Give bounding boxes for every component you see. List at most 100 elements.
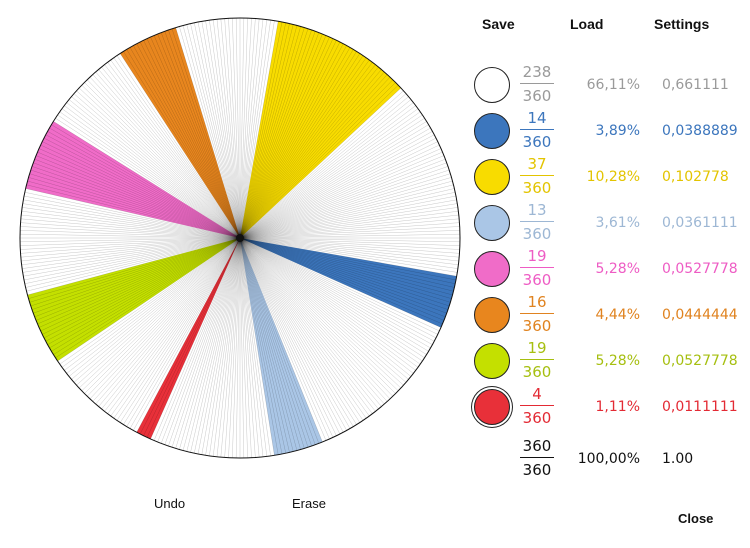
- fraction-denominator: 360: [522, 271, 552, 289]
- wheel-division-line: [92, 74, 241, 239]
- fraction-row[interactable]: 14 360 3,89% 0,0388889: [474, 108, 750, 154]
- fraction-row[interactable]: 37 360 10,28% 0,102778: [474, 154, 750, 200]
- wheel-division-line: [239, 210, 459, 239]
- wheel-division-line: [239, 237, 245, 458]
- wheel-division-line: [239, 53, 361, 239]
- wheel-division-line: [228, 18, 241, 239]
- wheel-division-line: [126, 237, 241, 427]
- wheel-division-line: [239, 237, 455, 288]
- wheel-sector[interactable]: [240, 238, 323, 456]
- wheel-division-line: [239, 237, 452, 299]
- wheel-division-line: [239, 237, 309, 448]
- color-swatch[interactable]: [474, 113, 510, 149]
- wheel-division-line: [205, 237, 241, 456]
- fraction-row[interactable]: 13 360 3,61% 0,0361111: [474, 200, 750, 246]
- wheel-sector[interactable]: [240, 238, 457, 328]
- wheel-division-line: [239, 237, 248, 458]
- wheel-division-line: [35, 237, 241, 321]
- wheel-division-line: [71, 237, 241, 380]
- wheel-division-line: [119, 53, 241, 239]
- wheel-division-line: [51, 124, 241, 239]
- wheel-division-line: [239, 47, 351, 239]
- wheel-division-line: [73, 237, 241, 383]
- wheel-division-line: [110, 59, 241, 239]
- wheel-division-line: [239, 29, 312, 239]
- fraction-wheel-canvas[interactable]: [0, 0, 480, 480]
- wheel-sector[interactable]: [120, 27, 240, 238]
- wheel-division-line: [42, 237, 241, 335]
- wheel-division-line: [239, 20, 275, 239]
- fraction-row[interactable]: 16 360 4,44% 0,0444444: [474, 292, 750, 338]
- wheel-division-line: [153, 237, 241, 441]
- wheel-division-line: [239, 20, 271, 239]
- fraction-row[interactable]: 19 360 5,28% 0,0527778: [474, 338, 750, 384]
- wheel-division-line: [175, 27, 241, 239]
- color-swatch[interactable]: [474, 297, 510, 333]
- fraction-row[interactable]: 238 360 66,11% 0,661111: [474, 62, 750, 108]
- wheel-division-line: [179, 26, 241, 239]
- fraction-numerator: 16: [527, 293, 547, 311]
- wheel-division-line: [239, 26, 301, 239]
- wheel-division-line: [239, 237, 449, 310]
- wheel-outline: [19, 17, 461, 459]
- wheel-division-line: [239, 237, 351, 429]
- wheel-division-line: [239, 180, 453, 239]
- undo-button[interactable]: Undo: [154, 496, 186, 511]
- wheel-division-line: [239, 237, 330, 440]
- wheel-division-line: [239, 74, 388, 239]
- wheel-division-line: [38, 148, 241, 239]
- wheel-division-line: [164, 31, 241, 239]
- wheel-sector[interactable]: [25, 121, 240, 238]
- wheel-division-line: [20, 237, 241, 246]
- wheel-division-line: [239, 237, 294, 452]
- color-swatch[interactable]: [474, 205, 510, 241]
- fraction-row[interactable]: 4 360 1,11% 0,0111111: [474, 384, 750, 430]
- color-swatch[interactable]: [474, 67, 510, 103]
- wheel-division-line: [239, 237, 446, 318]
- fraction-numerator: 14: [527, 109, 547, 127]
- wheel-division-line: [239, 18, 260, 239]
- wheel-division-line: [239, 28, 309, 239]
- color-swatch[interactable]: [474, 389, 510, 425]
- close-button[interactable]: Close: [678, 511, 714, 526]
- wheel-division-line: [224, 18, 241, 239]
- save-button[interactable]: Save: [482, 16, 515, 32]
- decimal-value: 0,0388889: [662, 123, 738, 139]
- wheel-sector[interactable]: [240, 21, 401, 239]
- erase-button[interactable]: Erase: [292, 496, 326, 511]
- fraction-wheel[interactable]: [0, 0, 480, 480]
- wheel-sector[interactable]: [136, 238, 240, 439]
- wheel-division-line: [239, 96, 409, 239]
- settings-button[interactable]: Settings: [654, 16, 710, 32]
- wheel-division-line: [239, 19, 268, 239]
- fraction-row[interactable]: 19 360 5,28% 0,0527778: [474, 246, 750, 292]
- wheel-division-line: [239, 192, 456, 239]
- wheel-division-line: [24, 237, 241, 284]
- wheel-division-line: [57, 114, 241, 239]
- wheel-division-line: [194, 237, 241, 454]
- wheel-division-line: [34, 237, 241, 318]
- wheel-division-line: [139, 237, 241, 435]
- wheel-division-line: [239, 71, 385, 239]
- wheel-division-line: [239, 237, 367, 419]
- wheel-division-line: [150, 237, 241, 440]
- wheel-division-line: [92, 237, 241, 402]
- wheel-division-line: [143, 40, 241, 239]
- fraction-denominator: 360: [522, 179, 552, 197]
- wheel-division-line: [239, 177, 452, 239]
- wheel-division-line: [27, 180, 241, 239]
- color-swatch[interactable]: [474, 251, 510, 287]
- load-button[interactable]: Load: [570, 16, 604, 32]
- wheel-division-line: [133, 45, 241, 239]
- wheel-division-line: [49, 237, 241, 349]
- wheel-division-line: [239, 188, 455, 239]
- color-swatch[interactable]: [474, 343, 510, 379]
- wheel-division-line: [239, 55, 364, 239]
- wheel-division-line: [239, 237, 382, 407]
- wheel-division-line: [239, 237, 305, 449]
- wheel-division-line: [239, 237, 373, 414]
- color-swatch[interactable]: [474, 159, 510, 195]
- wheel-division-line: [81, 85, 241, 239]
- wheel-division-line: [239, 24, 294, 239]
- wheel-sector[interactable]: [27, 238, 241, 362]
